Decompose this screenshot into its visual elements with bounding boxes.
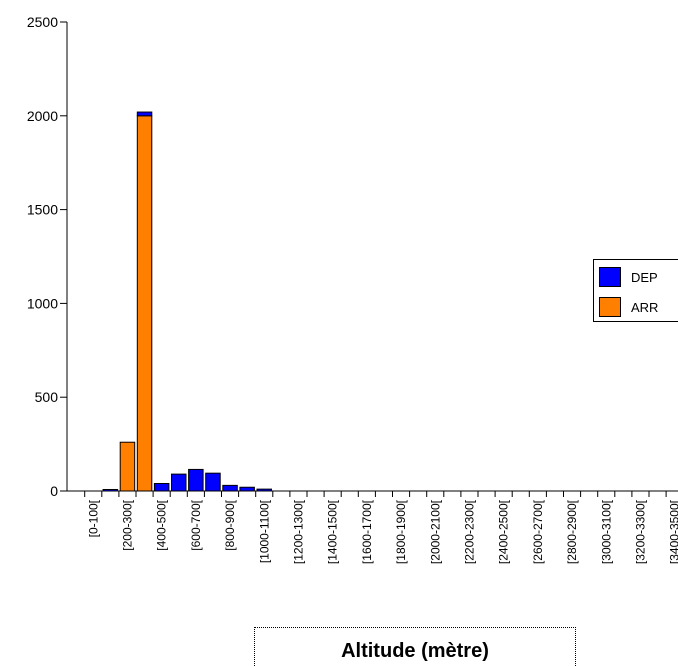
- bar-dep-4: [153, 482, 170, 492]
- bar-dep-6: [188, 468, 204, 492]
- bars: [102, 111, 272, 492]
- y-tick-label: 1000: [27, 295, 58, 311]
- x-tick-label: [800-900[: [223, 499, 237, 550]
- x-axis: [0-100[ [200-300[ [400-500[ [600-700[ [800-9…: [67, 490, 678, 564]
- legend-item-arr: ARR: [599, 295, 658, 319]
- bar-dep-10: [256, 488, 272, 492]
- y-axis: 0 500 1000 1500 2000 2500: [27, 14, 68, 499]
- y-tick-label: 2500: [27, 14, 58, 30]
- x-tick-label: [2000-2100[: [428, 499, 442, 564]
- x-tick-label: [3000-3100[: [599, 499, 613, 564]
- y-tick-label: 2000: [27, 108, 58, 124]
- bar-dep-5: [171, 473, 187, 492]
- x-tick-label: [1400-1500[: [326, 499, 340, 564]
- bar-dep-9: [239, 486, 255, 492]
- legend-swatch-dep: [599, 267, 621, 287]
- legend: DEP ARR: [593, 259, 678, 322]
- x-tick-label: [2800-2900[: [565, 499, 579, 564]
- bar-dep-8: [222, 484, 238, 492]
- x-tick-label: [1800-1900[: [394, 499, 408, 564]
- x-tick-label: [3200-3300[: [633, 499, 647, 564]
- x-tick-label: [600-700[: [189, 499, 203, 550]
- legend-item-dep: DEP: [599, 265, 658, 289]
- x-axis-title: Altitude (mètre): [341, 640, 489, 662]
- x-tick-label: [3400-3500[: [668, 499, 678, 564]
- y-tick-label: 1500: [27, 202, 58, 218]
- bar-dep-7: [205, 472, 221, 492]
- legend-label-dep: DEP: [631, 269, 658, 285]
- bar-arr-3: [136, 115, 153, 492]
- x-tick-label: [0-100[: [86, 499, 100, 537]
- x-tick-label: [2600-2700[: [531, 499, 545, 564]
- x-axis-title-box: Altitude (mètre): [254, 627, 576, 666]
- x-tick-label: [1000-1100[: [257, 499, 271, 563]
- x-tick-label: [1200-1300[: [291, 499, 305, 564]
- x-tick-label: [2200-2300[: [462, 499, 476, 564]
- x-tick-label: [2400-2500[: [497, 499, 511, 564]
- legend-swatch-arr: [599, 297, 621, 317]
- x-tick-label: [1600-1700[: [360, 499, 374, 564]
- legend-label-arr: ARR: [631, 299, 659, 315]
- bar-arr-2: [119, 441, 136, 492]
- bar-dep-1: [102, 488, 119, 492]
- x-tick-label: [200-300[: [120, 499, 134, 550]
- x-tick-label: [400-500[: [155, 499, 169, 550]
- bar-dep-3: [136, 111, 153, 117]
- y-tick-label: 500: [35, 389, 59, 405]
- y-tick-label: 0: [50, 483, 58, 499]
